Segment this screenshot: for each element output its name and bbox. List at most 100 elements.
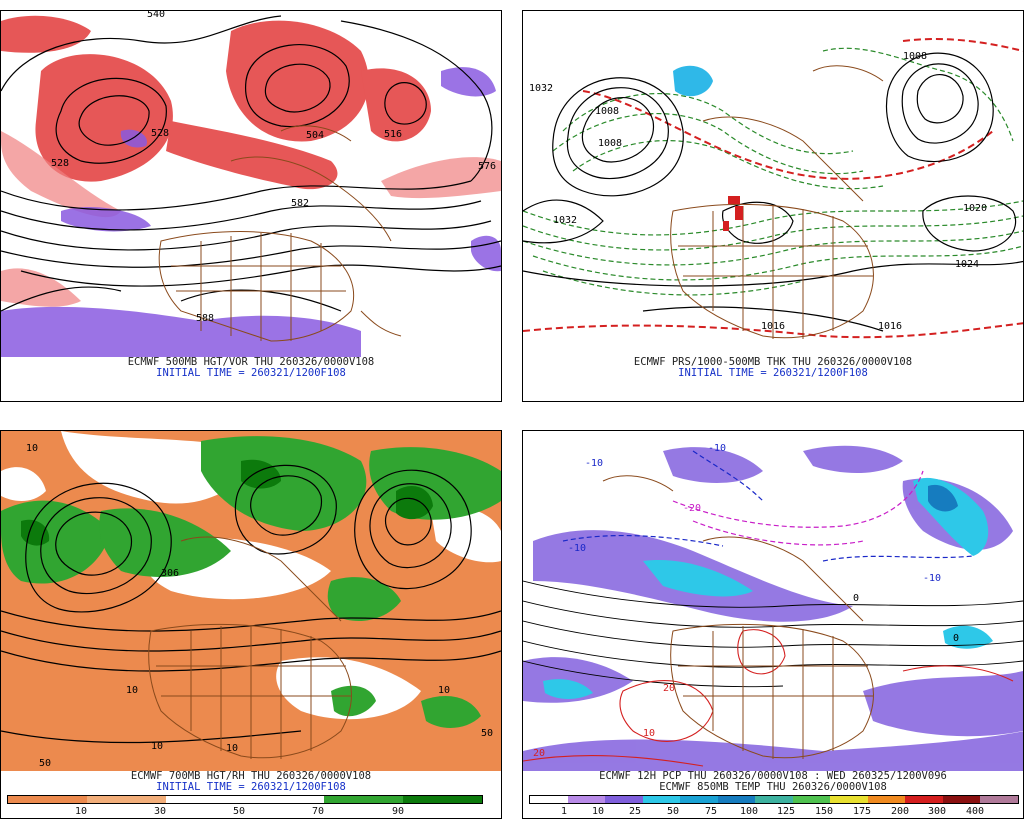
contour-label: 10 (26, 443, 38, 454)
contour-label: 1032 (529, 83, 553, 94)
precip-swatch (830, 796, 868, 803)
map-700mb-rh: 10 10 10 50 50 10 306 10 (1, 431, 501, 771)
contour-label: 528 (151, 128, 169, 139)
contour-label: 0 (853, 593, 859, 604)
rh-colorbar-label: 30 (153, 806, 167, 817)
contour-label: 10 (126, 685, 138, 696)
contour-label: 10 (151, 741, 163, 752)
contour-label: 50 (481, 728, 493, 739)
political-boundaries (158, 125, 402, 342)
rh-swatch (87, 796, 166, 803)
contour-label: 504 (306, 130, 324, 141)
precip-colorbar-label: 200 (890, 806, 910, 817)
contour-label: 516 (384, 129, 402, 140)
contour-label: 306 (161, 568, 179, 579)
contour-label: 50 (39, 758, 51, 769)
contour-label: -10 (568, 543, 586, 554)
contour-label: -20 (683, 503, 701, 514)
negative-temp-contours (562, 450, 974, 562)
panel-700mb-rh: 10 10 10 50 50 10 306 10 ECMWF 700MB HGT… (0, 430, 502, 819)
map-pressure-thickness: 1032 1008 1008 1032 1024 1016 1016 1008 … (523, 11, 1023, 357)
contour-labels: 1032 1008 1008 1032 1024 1016 1016 1008 … (529, 51, 987, 332)
heavy-precip-shading (928, 484, 958, 512)
precip-swatch (942, 796, 981, 803)
contour-label: 10 (438, 685, 450, 696)
precip-swatch (755, 796, 793, 803)
precip-swatch (717, 796, 756, 803)
rh-colorbar-label: 90 (391, 806, 405, 817)
caption-initial-time: INITIAL TIME = 260321/1200F108 (678, 367, 868, 379)
precip-swatch (867, 796, 906, 803)
map-500mb: 540 528 528 504 516 576 588 582 (1, 11, 501, 357)
negative-vorticity-shading (1, 67, 501, 357)
precip-colorbar-label: 300 (927, 806, 947, 817)
contour-label: 1016 (761, 321, 785, 332)
rh-swatch (403, 796, 482, 803)
precip-colorbar-label: 125 (776, 806, 796, 817)
contour-label: 10 (226, 743, 238, 754)
contour-label: 540 (147, 11, 165, 20)
precip-swatch (980, 796, 1018, 803)
rh-swatch (245, 796, 324, 803)
cold-temp-contours (672, 470, 924, 546)
height-contours (1, 15, 501, 312)
contour-label: 0 (953, 633, 959, 644)
contour-labels: 10 10 10 50 50 10 306 10 (26, 443, 493, 769)
rh-colorbar (7, 795, 483, 804)
caption-title: ECMWF 500MB HGT/VOR THU 260326/0000V108 (127, 356, 375, 368)
cyan-region (673, 65, 713, 97)
caption-subtitle: ECMWF 850MB TEMP THU 260326/0000V108 (659, 781, 887, 793)
map-precip-850temp: -10 -10 -20 -10 -10 0 10 20 20 0 (523, 431, 1023, 771)
precip-colorbar-label: 25 (628, 806, 642, 817)
precip-colorbar-label: 175 (852, 806, 872, 817)
contour-label: 1008 (903, 51, 927, 62)
political-boundaries (602, 475, 874, 759)
contour-label: 20 (533, 748, 545, 759)
contour-label: -10 (923, 573, 941, 584)
precip-swatch (680, 796, 718, 803)
caption-title: ECMWF PRS/1000-500MB THK THU 260326/0000… (633, 356, 913, 368)
precip-colorbar-label: 10 (591, 806, 605, 817)
contour-label: 1008 (595, 106, 619, 117)
precip-swatch (792, 796, 831, 803)
rh-colorbar-label: 70 (311, 806, 325, 817)
warm-temp-contours (523, 629, 1014, 767)
contour-label: 1024 (955, 259, 979, 270)
contour-label: 1020 (963, 203, 987, 214)
contour-label: -10 (708, 443, 726, 454)
rh-colorbar-label: 50 (232, 806, 246, 817)
rh-swatch (166, 796, 245, 803)
contour-label: 588 (196, 313, 214, 324)
contour-label: -10 (585, 458, 603, 469)
precip-colorbar-label: 50 (666, 806, 680, 817)
panel-precip-850temp: -10 -10 -20 -10 -10 0 10 20 20 0 ECMWF 1… (522, 430, 1024, 819)
panel-pressure-thickness: 1032 1008 1008 1032 1024 1016 1016 1008 … (522, 10, 1024, 402)
caption-initial-time: INITIAL TIME = 260321/1200F108 (156, 781, 346, 793)
contour-label: 1016 (878, 321, 902, 332)
contour-label: 528 (51, 158, 69, 169)
precip-colorbar (529, 795, 1019, 804)
contour-label: 1032 (553, 215, 577, 226)
high-terrain-marks (723, 196, 743, 231)
precip-swatch (605, 796, 643, 803)
precip-colorbar-label: 150 (814, 806, 834, 817)
rh-colorbar-label: 10 (74, 806, 88, 817)
caption-initial-time: INITIAL TIME = 260321/1200F108 (156, 367, 346, 379)
contour-label: 582 (291, 198, 309, 209)
precip-swatch (530, 796, 568, 803)
precip-swatch (642, 796, 681, 803)
caption-title: ECMWF 700MB HGT/RH THU 260326/0000V108 (130, 770, 372, 782)
precip-swatch (567, 796, 606, 803)
precip-colorbar-label: 1 (560, 806, 568, 817)
rh-swatch (324, 796, 403, 803)
thickness-contours (523, 47, 1023, 296)
political-boundaries (148, 536, 352, 759)
contour-label: 10 (643, 728, 655, 739)
political-boundaries (670, 65, 884, 339)
caption-title: ECMWF 12H PCP THU 260326/0000V108 : WED … (599, 770, 947, 782)
height-contours (1, 464, 501, 744)
precip-colorbar-label: 100 (739, 806, 759, 817)
precip-swatch (905, 796, 943, 803)
precip-colorbar-label: 75 (704, 806, 718, 817)
contour-labels: -10 -10 -20 -10 -10 0 10 20 20 0 (533, 443, 959, 759)
